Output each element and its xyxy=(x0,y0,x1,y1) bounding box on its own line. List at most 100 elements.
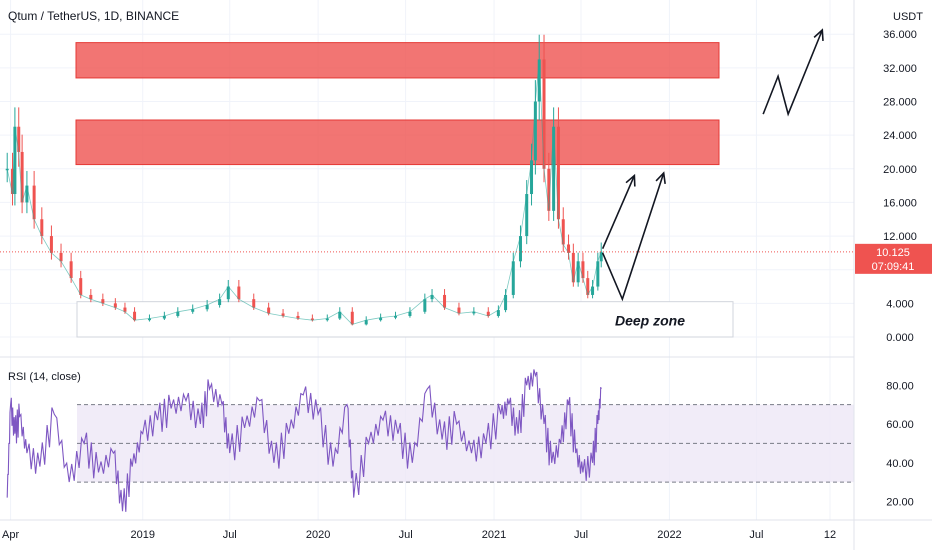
candle-body xyxy=(226,286,230,300)
chart-title: Qtum / TetherUS, 1D, BINANCE xyxy=(8,9,179,23)
price-tick-label: 12.000 xyxy=(883,231,917,243)
candle-body xyxy=(281,313,285,316)
candle-body xyxy=(89,294,93,300)
candle-body xyxy=(325,318,329,321)
resistance-zone xyxy=(75,42,720,79)
candle-body xyxy=(59,252,63,262)
candle-body xyxy=(571,252,575,283)
candle-body xyxy=(69,261,73,279)
candle-body xyxy=(133,311,137,321)
time-tick-label: Jul xyxy=(223,529,237,541)
candle-body xyxy=(394,315,398,318)
rsi-tick-label: 20.00 xyxy=(886,497,914,509)
candle-body xyxy=(191,309,195,312)
price-close-line xyxy=(6,59,602,325)
candle-body xyxy=(457,307,461,314)
price-tick-label: 0.000 xyxy=(886,332,914,344)
candle-body xyxy=(599,251,603,262)
candle-body xyxy=(567,244,571,253)
candle-body xyxy=(379,317,383,321)
candle-body xyxy=(40,219,44,237)
candle-body xyxy=(504,294,508,311)
candle-body xyxy=(443,294,447,308)
deep-zone-label: Deep zone xyxy=(615,312,685,328)
time-tick-label: 12 xyxy=(824,529,836,541)
candle-body xyxy=(576,261,580,283)
candle-body xyxy=(496,310,500,316)
candle-body xyxy=(591,286,595,295)
candle-body xyxy=(556,126,560,220)
candle-body xyxy=(205,305,209,310)
last-price-badge xyxy=(855,243,932,274)
annotations xyxy=(601,28,824,302)
resistance-zones: Deep zone xyxy=(75,42,734,338)
rsi-tick-label: 80.00 xyxy=(886,380,914,392)
last-price-label: 10.125 xyxy=(876,247,910,259)
candle-body xyxy=(176,311,180,316)
candle-body xyxy=(162,315,166,319)
candle-body xyxy=(547,168,551,211)
candle-body xyxy=(486,311,490,316)
time-tick-label: 2020 xyxy=(306,529,330,541)
candle-body xyxy=(147,318,151,321)
price-candles xyxy=(0,34,854,326)
projection-arrow xyxy=(601,175,636,250)
projection-arrow xyxy=(601,172,665,302)
projection-arrow xyxy=(762,29,824,117)
time-tick-label: Apr xyxy=(2,529,19,541)
candle-body xyxy=(49,236,53,253)
candle-body xyxy=(430,294,434,300)
candle-body xyxy=(561,219,565,245)
candle-body xyxy=(123,307,127,312)
time-tick-label: Jul xyxy=(574,529,588,541)
candle-body xyxy=(542,59,546,169)
time-tick-label: 2022 xyxy=(657,529,681,541)
rsi-panel xyxy=(6,369,854,512)
candle-body xyxy=(20,151,24,203)
unit-label: USDT xyxy=(893,11,923,23)
candle-body xyxy=(25,185,29,203)
countdown-label: 07:09:41 xyxy=(872,261,915,273)
candle-body xyxy=(525,194,529,237)
candle-body xyxy=(408,311,412,316)
arrow-head xyxy=(655,171,666,184)
candle-body xyxy=(13,126,17,195)
rsi-line xyxy=(6,369,602,512)
time-tick-label: Jul xyxy=(399,529,413,541)
candle-body xyxy=(310,318,314,321)
candle-body xyxy=(533,101,537,161)
rsi-tick-label: 60.00 xyxy=(886,419,914,431)
price-tick-label: 24.000 xyxy=(883,130,917,142)
candle-body xyxy=(581,261,585,279)
candle-body xyxy=(552,126,556,211)
arrow-head xyxy=(813,28,824,42)
candle-body xyxy=(267,307,271,314)
candle-body xyxy=(586,278,590,295)
candle-body xyxy=(296,315,300,319)
candle-body xyxy=(32,185,36,220)
arrow-head xyxy=(625,173,636,187)
rsi-tick-label: 40.00 xyxy=(886,458,914,470)
candle-body xyxy=(218,299,222,306)
candle-body xyxy=(237,286,241,300)
candle-body xyxy=(10,168,14,195)
candle-body xyxy=(338,311,342,319)
time-tick-label: Jul xyxy=(749,529,763,541)
candle-body xyxy=(79,278,83,295)
candle-body xyxy=(472,311,476,314)
rsi-title: RSI (14, close) xyxy=(8,371,81,383)
price-tick-label: 4.000 xyxy=(886,298,914,310)
price-tick-label: 20.000 xyxy=(883,164,917,176)
candle-body xyxy=(511,261,515,295)
price-tick-label: 28.000 xyxy=(883,96,917,108)
deep-zone xyxy=(76,301,734,338)
candle-body xyxy=(596,261,600,287)
candle-body xyxy=(537,59,541,102)
candle-body xyxy=(423,299,427,312)
candle-body xyxy=(364,320,368,325)
candle-body xyxy=(518,236,522,262)
time-tick-label: 2021 xyxy=(482,529,506,541)
price-tick-label: 16.000 xyxy=(883,197,917,209)
